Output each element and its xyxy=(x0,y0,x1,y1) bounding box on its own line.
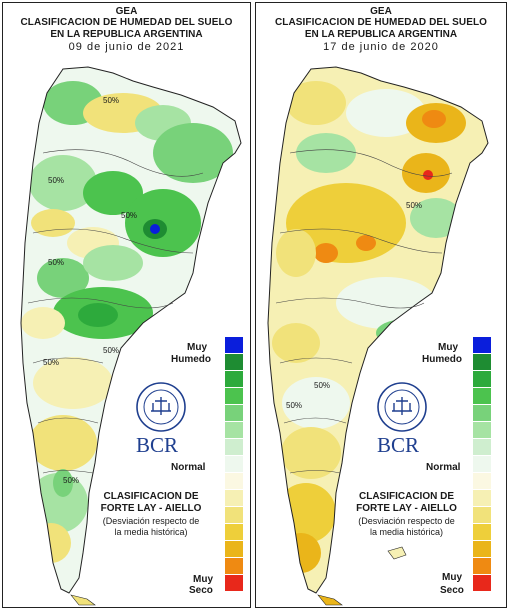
classification-note: la media histórica) xyxy=(369,527,444,537)
legend-swatch xyxy=(473,439,491,456)
classification-note: (Desviación respecto de xyxy=(102,516,200,526)
legend-label-seco: Seco xyxy=(440,585,464,596)
legend-swatch xyxy=(473,575,491,592)
map-panel-2020: GEA CLASIFICACION DE HUMEDAD DEL SUELO E… xyxy=(255,2,507,608)
legend-label-normal: Normal xyxy=(171,462,206,473)
legend-swatch xyxy=(225,473,243,490)
contour-label: 50% xyxy=(63,476,79,485)
legend-label-muy-humedo: Muy xyxy=(438,342,458,353)
map-title-line1: CLASIFICACION DE HUMEDAD DEL SUELO xyxy=(20,17,233,28)
classification-method: FORTE LAY - AIELLO xyxy=(356,503,457,514)
legend-swatch xyxy=(225,371,243,388)
org-label: GEA xyxy=(115,6,138,17)
contour-label: 50% xyxy=(286,401,302,410)
legend-swatch xyxy=(473,337,491,354)
classification-note: (Desviación respecto de xyxy=(358,516,455,526)
legend-swatch xyxy=(473,541,491,558)
legend-swatch xyxy=(225,541,243,558)
legend-swatch xyxy=(225,405,243,422)
legend-swatch xyxy=(473,524,491,541)
bcr-logo: BCR xyxy=(377,433,420,457)
contour-label: 50% xyxy=(103,96,119,105)
classification-method: FORTE LAY - AIELLO xyxy=(100,503,202,514)
legend-swatch xyxy=(225,575,243,592)
legend-swatch xyxy=(225,524,243,541)
classification-title: CLASIFICACION DE xyxy=(103,491,199,502)
legend-swatch xyxy=(225,456,243,473)
legend-swatch xyxy=(473,388,491,405)
legend-label-muy-seco: Muy xyxy=(193,574,213,585)
contour-label: 50% xyxy=(43,358,59,367)
legend-swatch xyxy=(225,490,243,507)
contour-label: 50% xyxy=(48,176,64,185)
map-title-line2: EN LA REPUBLICA ARGENTINA xyxy=(50,29,203,40)
org-label: GEA xyxy=(370,6,392,17)
bcr-seal-icon xyxy=(376,381,428,433)
legend-label-muy-humedo: Muy xyxy=(187,342,207,353)
legend-swatch xyxy=(225,422,243,439)
contour-label: 50% xyxy=(406,201,422,210)
map-date: 09 de junio de 2021 xyxy=(68,41,185,53)
contour-label: 50% xyxy=(103,346,119,355)
legend-swatch xyxy=(473,558,491,575)
legend-swatch xyxy=(473,507,491,524)
legend-label-humedo: Humedo xyxy=(171,354,211,365)
legend-label-normal: Normal xyxy=(426,462,461,473)
map-title-line2: EN LA REPUBLICA ARGENTINA xyxy=(304,29,458,40)
legend-swatch xyxy=(225,354,243,371)
legend-swatch xyxy=(473,422,491,439)
legend-swatch xyxy=(225,337,243,354)
map-panel-2021: GEA CLASIFICACION DE HUMEDAD DEL SUELO E… xyxy=(2,2,251,608)
legend-swatch xyxy=(225,507,243,524)
contour-label: 50% xyxy=(48,258,64,267)
legend-swatch xyxy=(473,354,491,371)
moisture-legend xyxy=(473,337,491,592)
legend-swatch xyxy=(473,490,491,507)
moisture-legend xyxy=(225,337,243,592)
legend-swatch xyxy=(225,388,243,405)
legend-swatch xyxy=(473,456,491,473)
legend-swatch xyxy=(225,558,243,575)
bcr-seal-icon xyxy=(135,381,187,433)
contour-label: 50% xyxy=(121,211,137,220)
legend-label-seco: Seco xyxy=(189,585,213,596)
legend-swatch xyxy=(473,405,491,422)
argentina-soil-moisture-map: 50% 50% 50% 50% 50% 50% 50% xyxy=(20,66,242,606)
bcr-logo: BCR xyxy=(136,433,179,457)
argentina-soil-moisture-map: 50% 50% 50% xyxy=(267,66,489,606)
legend-swatch xyxy=(473,473,491,490)
legend-swatch xyxy=(473,371,491,388)
legend-swatch xyxy=(225,439,243,456)
contour-label: 50% xyxy=(314,381,330,390)
map-title-line1: CLASIFICACION DE HUMEDAD DEL SUELO xyxy=(274,17,488,28)
map-date: 17 de junio de 2020 xyxy=(323,41,439,53)
classification-note: la media histórica) xyxy=(114,527,188,537)
legend-label-humedo: Humedo xyxy=(422,354,462,365)
legend-label-muy-seco: Muy xyxy=(442,572,462,583)
classification-title: CLASIFICACION DE xyxy=(359,491,454,502)
